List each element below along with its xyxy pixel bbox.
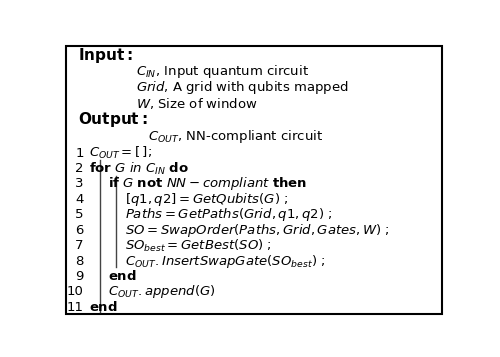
Text: $\mathbf{for}$ $G$ $\mathit{in}$ $C_{IN}$ $\mathbf{do}$: $\mathbf{for}$ $G$ $\mathit{in}$ $C_{IN}… xyxy=(89,160,189,176)
Text: $C_{OUT}$, NN-compliant circuit: $C_{OUT}$, NN-compliant circuit xyxy=(148,128,323,145)
Text: 11: 11 xyxy=(67,301,84,314)
Text: $W$, Size of window: $W$, Size of window xyxy=(136,96,258,111)
Text: 2: 2 xyxy=(76,162,84,175)
Text: 1: 1 xyxy=(76,147,84,160)
Text: $C_{OUT} = [\,] ;$: $C_{OUT} = [\,] ;$ xyxy=(89,145,152,161)
Text: $C_{IN}$, Input quantum circuit: $C_{IN}$, Input quantum circuit xyxy=(136,63,309,80)
Text: $\mathbf{if}$ $G$ $\mathbf{not}$ $NN - compliant$ $\mathbf{then}$: $\mathbf{if}$ $G$ $\mathbf{not}$ $NN - c… xyxy=(108,175,308,192)
Text: 5: 5 xyxy=(76,208,84,221)
Text: $Grid$, A grid with qubits mapped: $Grid$, A grid with qubits mapped xyxy=(136,79,348,96)
Text: $\mathbf{Input:}$: $\mathbf{Input:}$ xyxy=(78,46,133,65)
Text: 7: 7 xyxy=(76,239,84,252)
Text: $C_{OUT}.append(G)$: $C_{OUT}.append(G)$ xyxy=(108,283,216,300)
Text: 6: 6 xyxy=(76,224,84,237)
Text: 8: 8 xyxy=(76,255,84,268)
Text: $\mathbf{end}$: $\mathbf{end}$ xyxy=(89,300,118,314)
FancyBboxPatch shape xyxy=(66,46,442,313)
Text: $SO = SwapOrder(Paths, Grid, Gates, W)$ ;: $SO = SwapOrder(Paths, Grid, Gates, W)$ … xyxy=(126,222,390,239)
Text: $C_{OUT}.InsertSwapGate(SO_{best})$ ;: $C_{OUT}.InsertSwapGate(SO_{best})$ ; xyxy=(126,253,326,270)
Text: 9: 9 xyxy=(76,270,84,283)
Text: $\mathbf{end}$: $\mathbf{end}$ xyxy=(108,270,137,283)
Text: 3: 3 xyxy=(76,177,84,190)
Text: $\mathbf{Output:}$: $\mathbf{Output:}$ xyxy=(78,110,148,129)
Text: 10: 10 xyxy=(67,285,84,298)
Text: 4: 4 xyxy=(76,193,84,206)
Text: $Paths = GetPaths(Grid, q1, q2)$ ;: $Paths = GetPaths(Grid, q1, q2)$ ; xyxy=(126,206,333,223)
Text: $[q1, q2] = GetQubits(G)$ ;: $[q1, q2] = GetQubits(G)$ ; xyxy=(126,191,288,208)
Text: $SO_{best} = GetBest(SO)$ ;: $SO_{best} = GetBest(SO)$ ; xyxy=(126,238,272,254)
